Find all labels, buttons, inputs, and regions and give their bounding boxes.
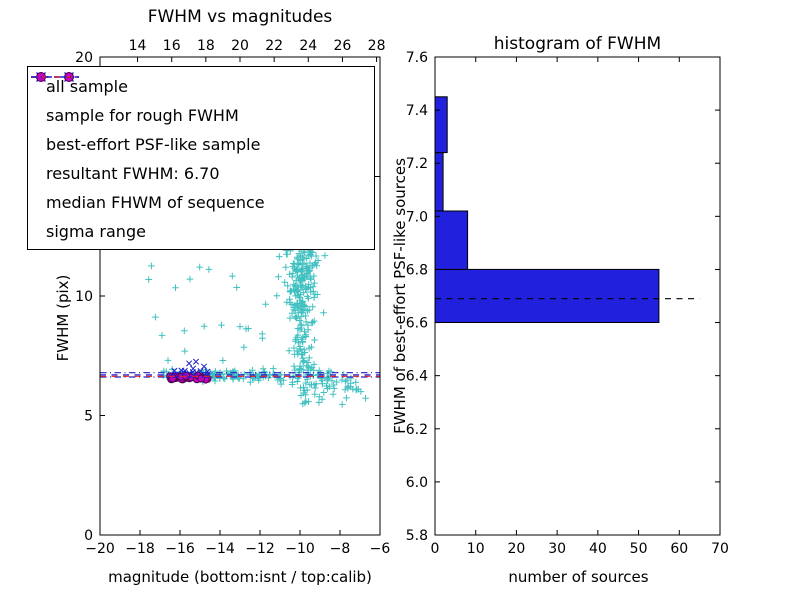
tick-label: 5 (84, 409, 93, 425)
tick-label: 6.8 (406, 262, 428, 278)
tick-label: 0 (84, 528, 93, 544)
hist-bar (434, 96, 448, 154)
tick-label: −8 (330, 541, 351, 557)
tick-label: 20 (231, 38, 249, 54)
tick-label: 20 (75, 50, 93, 66)
tick-label: 20 (508, 541, 526, 557)
tick-label: 30 (548, 541, 566, 557)
tick-label: 26 (334, 38, 352, 54)
tick-label: 40 (589, 541, 607, 557)
left-plot-axes: −20 −18 −16 −14 −12 −10 −8 −6 14 16 18 20 22 24 26 28 0 5… (75, 38, 390, 557)
legend-line-sample (31, 76, 79, 78)
legend-item-best-effort-psf-like-sample: best-effort PSF-like sample (36, 72, 374, 159)
tick-label: 28 (368, 38, 386, 54)
tick-label: 6.0 (406, 475, 428, 491)
tick-label: 50 (630, 541, 648, 557)
legend-item-label: sample for rough FWHM (46, 106, 239, 125)
tick-label: 14 (129, 38, 147, 54)
tick-label: 7.0 (406, 209, 428, 225)
left-plot-title: FWHM vs magnitudes (147, 7, 333, 27)
legend: all sample sample for rough FWHM best-effo… (27, 66, 375, 250)
tick-label: 6.6 (406, 316, 428, 332)
tick-label: −10 (285, 541, 315, 557)
left-yaxis-label: FWHM (pix) (54, 274, 72, 362)
left-xaxis-label: magnitude (bottom:isnt / top:calib) (108, 568, 372, 586)
hist-bar (434, 210, 469, 270)
legend-item-label: median FHWM of sequence (46, 193, 265, 212)
legend-item-label: sigma range (46, 222, 146, 241)
tick-label: 7.2 (406, 156, 428, 172)
legend-item-all-sample: all sample (36, 72, 374, 101)
tick-label: −12 (245, 541, 275, 557)
tick-label: 70 (711, 541, 729, 557)
tick-label: 60 (670, 541, 688, 557)
tick-label: 6.2 (406, 422, 428, 438)
legend-item-label: resultant FWHM: 6.70 (46, 164, 220, 183)
tick-label: −16 (165, 541, 195, 557)
tick-label: 10 (75, 289, 93, 305)
right-yaxis-label: FWHM of best-effort PSF-like sources (391, 158, 409, 434)
tick-label: −6 (370, 541, 391, 557)
tick-label: 22 (265, 38, 283, 54)
tick-label: 0 (431, 541, 440, 557)
legend-item-resultant-fwhm-6-70: resultant FWHM: 6.70 (31, 76, 374, 188)
right-plot-title: histogram of FWHM (493, 34, 662, 54)
tick-label: 7.6 (406, 50, 428, 66)
tick-label: 16 (163, 38, 181, 54)
hist-bar (434, 152, 444, 212)
tick-label: 10 (467, 541, 485, 557)
tick-label: 24 (299, 38, 317, 54)
tick-label: 6.4 (406, 369, 428, 385)
legend-item-sigma-range: sigma range (31, 76, 374, 246)
tick-label: 18 (197, 38, 215, 54)
legend-item-label: best-effort PSF-like sample (46, 135, 261, 154)
hist-bar (434, 268, 660, 323)
tick-label: −20 (85, 541, 115, 557)
legend-item-sample-for-rough-fwhm: sample for rough FWHM (36, 72, 374, 130)
histogram-bars (434, 96, 660, 323)
tick-label: 5.8 (406, 528, 428, 544)
right-xaxis-label: number of sources (508, 568, 649, 586)
tick-label: −18 (125, 541, 155, 557)
legend-item-label: all sample (46, 77, 128, 96)
right-plot-axes: 0 10 20 30 40 50 60 70 5.8 6.0 6.2 6.4 6.6 6.8 7.0 7.2 7… (406, 50, 729, 557)
tick-label: −14 (205, 541, 235, 557)
left-plot-reference-lines (100, 372, 380, 378)
tick-label: 7.4 (406, 103, 428, 119)
legend-item-median-fhwm-of-sequence: median FHWM of sequence (31, 76, 374, 217)
